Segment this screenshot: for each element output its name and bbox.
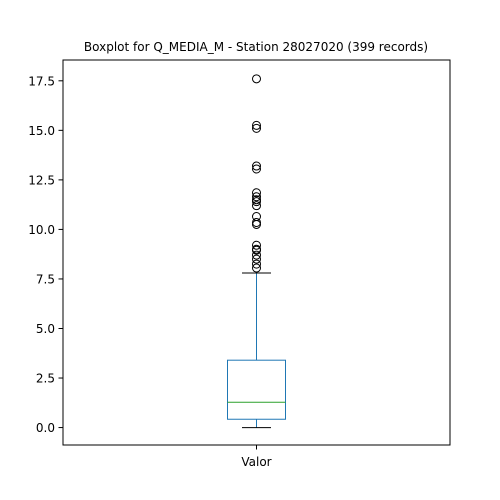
y-tick-label: 10.0 <box>28 223 55 237</box>
outlier-point <box>252 123 261 133</box>
chart-title: Boxplot for Q_MEDIA_M - Station 28027020… <box>84 40 428 54</box>
box-group <box>227 272 286 429</box>
outlier-point <box>252 161 261 171</box>
iqr-box <box>227 359 286 420</box>
outlier-point <box>252 188 261 198</box>
outlier-point <box>252 250 261 260</box>
outlier-point <box>252 219 261 229</box>
outlier-point <box>252 259 261 269</box>
y-tick-label: 15.0 <box>28 124 55 138</box>
y-tick-label: 12.5 <box>28 173 55 187</box>
outlier-point <box>252 240 261 250</box>
outlier-point <box>252 192 261 202</box>
outlier-point <box>252 74 261 84</box>
plot-frame <box>62 59 451 446</box>
y-tick-label: 5.0 <box>36 322 55 336</box>
x-axis: Valor <box>241 445 272 469</box>
y-tick-label: 0.0 <box>36 421 55 435</box>
outlier-point <box>252 197 261 207</box>
outlier-points <box>252 74 261 273</box>
x-tick-label: Valor <box>241 455 271 469</box>
y-tick-label: 7.5 <box>36 272 55 286</box>
outlier-point <box>252 217 261 227</box>
outlier-point <box>252 263 261 273</box>
y-tick-label: 2.5 <box>36 372 55 386</box>
outlier-point <box>252 245 261 255</box>
y-axis: 0.0 2.5 5.0 7.5 10.0 12.5 15.0 17.5 <box>28 74 63 435</box>
outlier-point <box>252 254 261 264</box>
outlier-point <box>252 120 261 130</box>
y-tick-label: 17.5 <box>28 74 55 88</box>
outlier-point <box>252 201 261 211</box>
outlier-point <box>252 164 261 174</box>
